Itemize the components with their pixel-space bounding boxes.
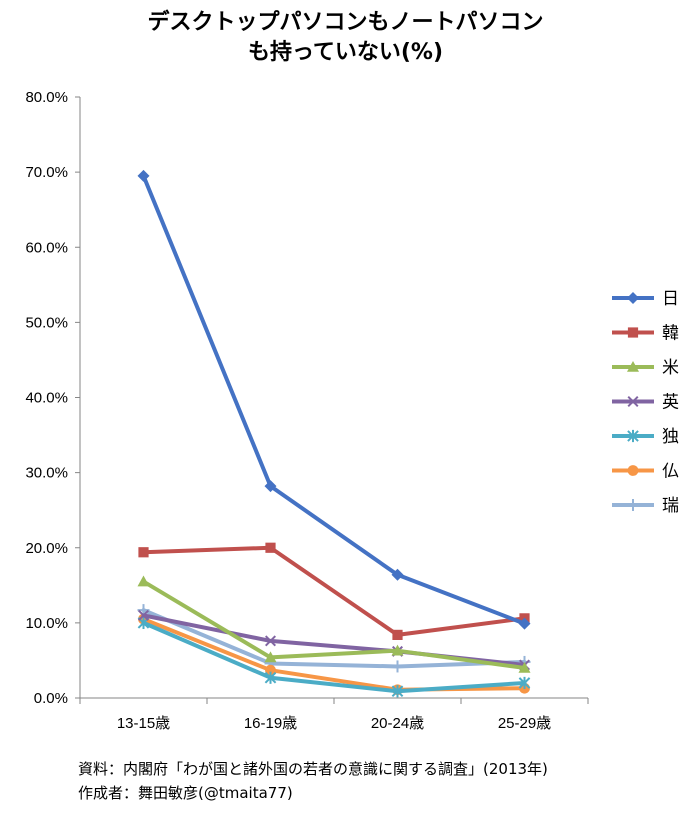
legend-entry-4: 英	[612, 393, 679, 413]
chart-title: デスクトップパソコンもノートパソコン も持っていない(%)	[0, 8, 691, 68]
data-point	[137, 169, 150, 182]
marker-shape	[137, 169, 150, 182]
marker-shape	[518, 661, 531, 673]
marker-shape	[627, 395, 639, 408]
x-tick-label: 13-15歳	[117, 715, 170, 732]
x-tick-label: 20-24歳	[371, 715, 424, 732]
marker-shape	[265, 542, 276, 553]
y-tick-label: 60.0%	[25, 239, 68, 256]
legend-marker	[627, 395, 639, 408]
marker-shape	[392, 629, 403, 640]
author-line: 作成者：舞田敏彦(@tmaita77)	[78, 784, 293, 802]
marker-shape	[518, 617, 531, 630]
legend-entry-5: 独	[612, 427, 679, 447]
data-point	[137, 575, 150, 587]
marker-shape	[138, 547, 149, 558]
legend-marker	[627, 499, 639, 511]
legend-label: 米	[662, 358, 679, 378]
data-point	[265, 542, 276, 553]
y-tick-label: 50.0%	[25, 314, 68, 331]
data-point	[264, 651, 277, 663]
legend-entry-1: 日	[612, 289, 679, 309]
y-tick-label: 70.0%	[25, 164, 68, 181]
series-line	[141, 608, 527, 669]
data-point	[391, 568, 404, 581]
marker-shape	[627, 465, 639, 476]
data-point	[264, 480, 277, 493]
series-1	[137, 169, 531, 630]
chart-title-line-2: も持っていない(%)	[247, 40, 444, 65]
data-point	[392, 629, 403, 640]
data-point	[264, 635, 277, 647]
legend-marker	[627, 361, 639, 372]
legend-label: 仏	[662, 462, 679, 482]
marker-shape	[264, 651, 277, 663]
legend-label: 英	[662, 393, 679, 413]
data-point	[518, 617, 531, 630]
legend-label: 瑞	[662, 496, 679, 516]
series-line	[141, 545, 527, 637]
series-line	[141, 620, 527, 694]
data-point	[391, 660, 404, 673]
legend-label: 日	[662, 289, 679, 309]
marker-shape	[264, 635, 277, 647]
legend-entry-7: 瑞	[612, 496, 679, 516]
data-point	[265, 664, 276, 676]
marker-shape	[137, 609, 150, 621]
x-tick-label: 16-19歳	[244, 715, 297, 732]
y-tick-label: 30.0%	[25, 465, 68, 482]
legend-entry-6: 仏	[612, 462, 679, 482]
series-line	[141, 173, 527, 626]
legend-marker	[627, 292, 639, 304]
source-note: 資料：内閣府「わが国と諸外国の若者の意識に関する調査」(2013年) 作成者：舞…	[78, 757, 548, 805]
marker-shape	[391, 644, 404, 656]
data-point	[518, 661, 531, 673]
source-line-1: 資料：内閣府「わが国と諸外国の若者の意識に関する調査」(2013年)	[78, 760, 548, 778]
legend-entry-3: 米	[612, 358, 679, 378]
data-point	[137, 609, 150, 621]
legend-marker	[627, 327, 639, 338]
series-3	[137, 575, 531, 673]
legend-label: 独	[662, 427, 679, 447]
y-tick-label: 40.0%	[25, 390, 68, 407]
series-5	[137, 616, 531, 698]
data-point	[391, 644, 404, 656]
data-point	[391, 685, 404, 698]
series-layer	[137, 169, 531, 698]
y-tick-label: 0.0%	[34, 690, 68, 707]
marker-shape	[264, 480, 277, 493]
legend-entry-2: 韓	[612, 324, 679, 344]
y-tick-label: 20.0%	[25, 540, 68, 557]
legend-marker	[627, 465, 639, 476]
data-point	[138, 547, 149, 558]
legend-label: 韓	[662, 324, 679, 344]
x-tick-label: 25-29歳	[498, 715, 551, 732]
marker-shape	[627, 361, 639, 372]
data-point	[264, 671, 277, 684]
y-tick-label: 10.0%	[25, 615, 68, 632]
marker-shape	[391, 568, 404, 581]
data-point	[518, 676, 531, 690]
marker-shape	[137, 575, 150, 587]
marker-shape	[627, 327, 639, 338]
marker-shape	[627, 292, 639, 304]
marker-shape	[265, 664, 276, 676]
chart-title-line-1: デスクトップパソコンもノートパソコン	[147, 10, 544, 35]
legend-marker	[627, 429, 639, 443]
chart-axes: 0.0% 10.0% 20.0% 30.0% 40.0% 50.0% 60.0% 70.0% 8…	[25, 89, 589, 732]
y-tick-label: 80.0%	[25, 89, 68, 106]
series-line	[141, 579, 527, 670]
